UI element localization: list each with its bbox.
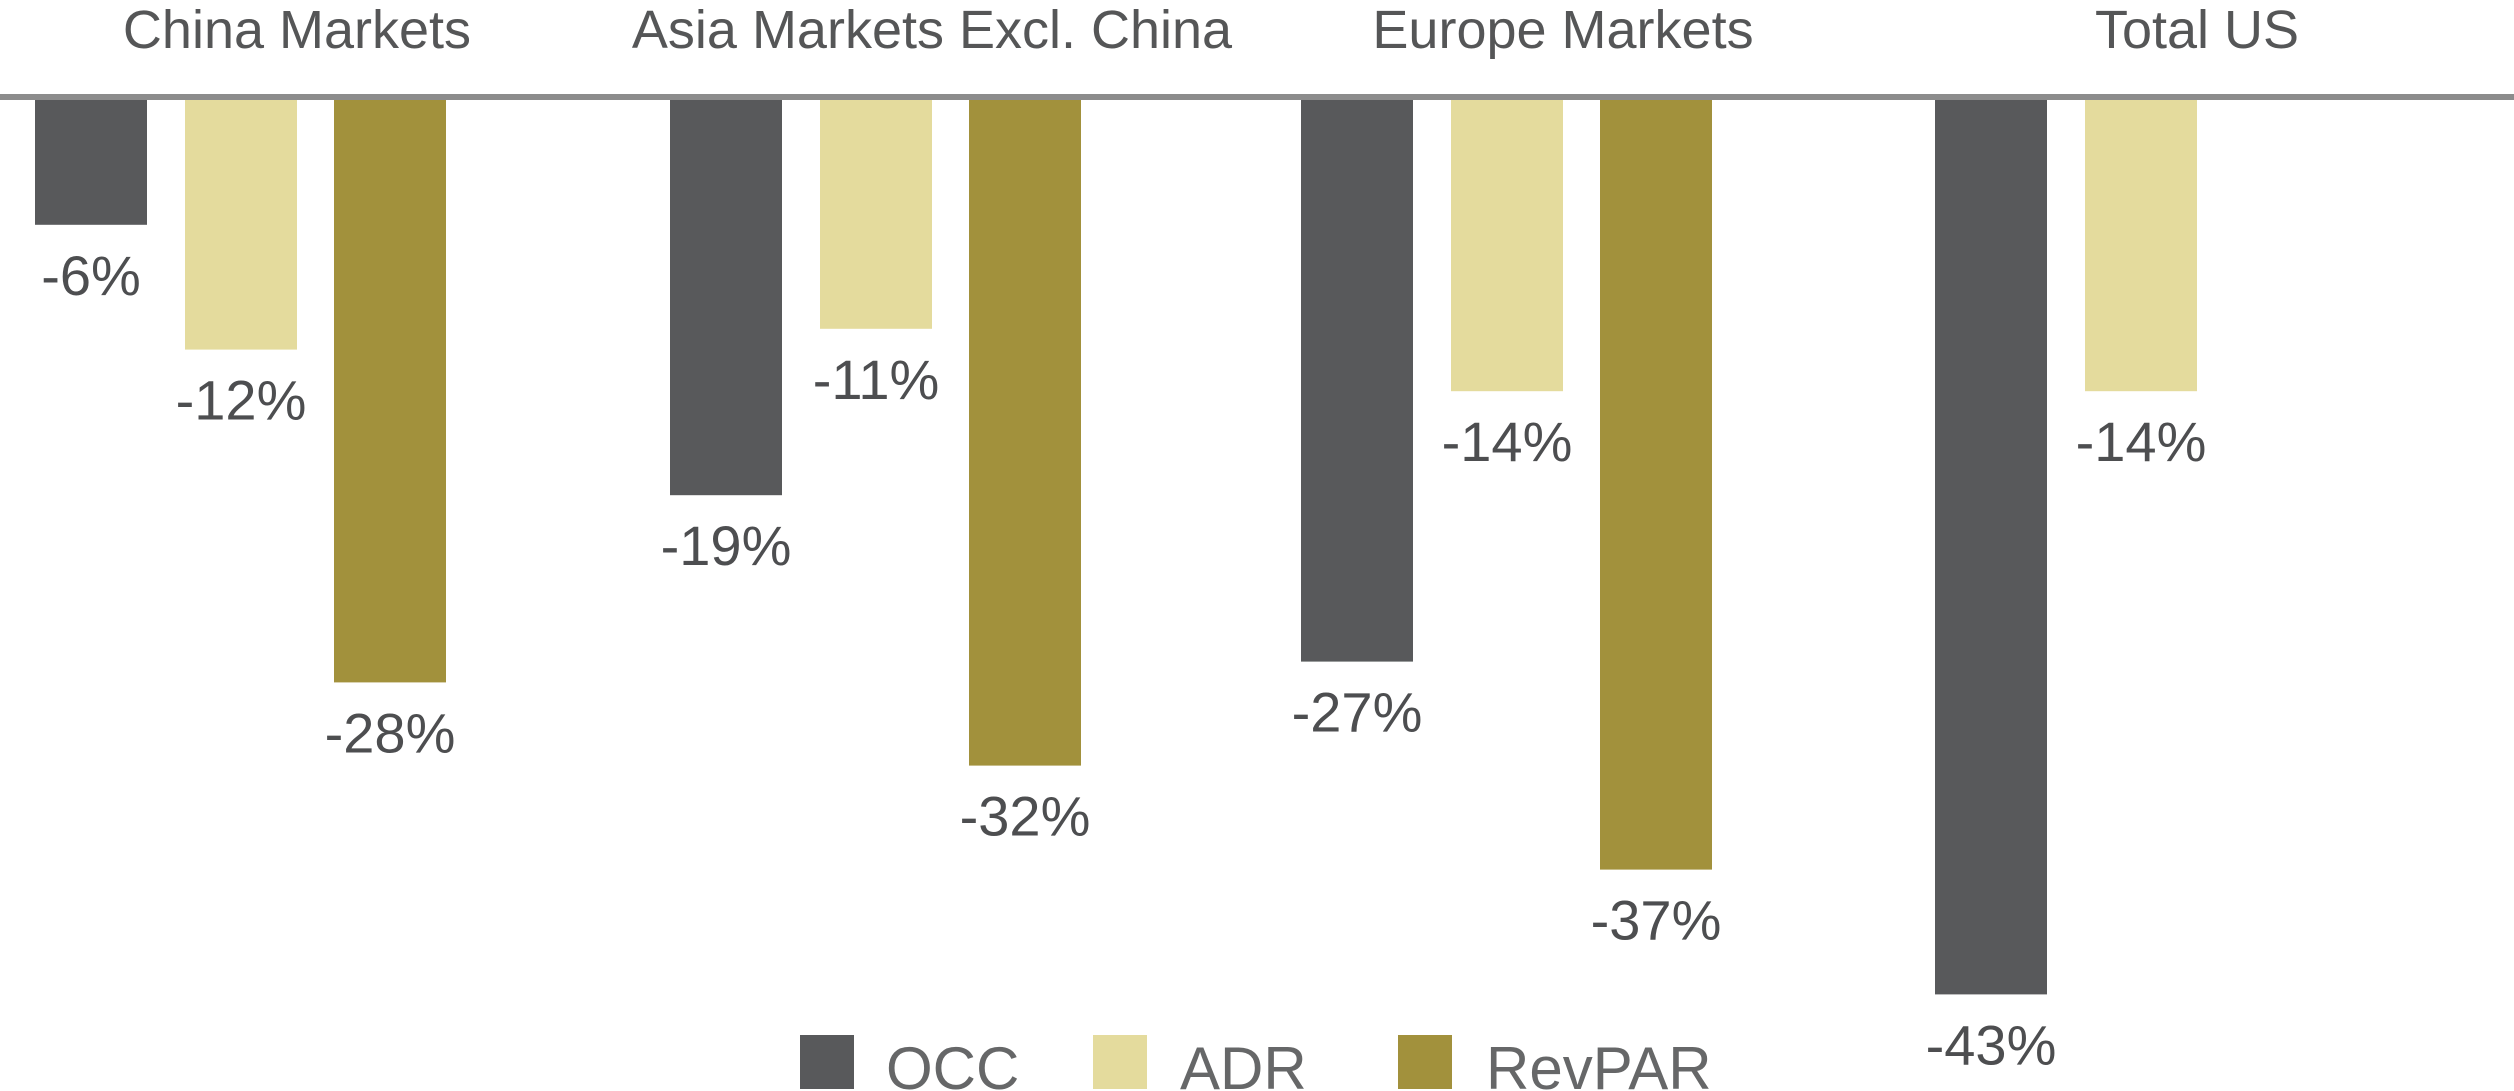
value-label-revpar-asia-markets-excl-china: -32% <box>960 785 1091 848</box>
bar-adr-total-us <box>2085 100 2197 392</box>
value-label-occ-china-markets: -6% <box>41 244 141 307</box>
value-label-revpar-europe-markets: -37% <box>1591 889 1722 952</box>
legend-label-occ: OCC <box>886 1035 1019 1091</box>
value-label-occ-europe-markets: -27% <box>1292 681 1423 744</box>
category-label-asia-markets-excl-china: Asia Markets Excl. China <box>632 0 1233 60</box>
value-label-occ-asia-markets-excl-china: -19% <box>661 514 792 577</box>
bar-occ-europe-markets <box>1301 100 1413 662</box>
value-label-adr-asia-markets-excl-china: -11% <box>813 348 940 411</box>
bar-revpar-europe-markets <box>1600 100 1712 870</box>
category-label-china-markets: China Markets <box>123 0 471 60</box>
legend-label-revpar: RevPAR <box>1486 1035 1712 1091</box>
bar-occ-asia-markets-excl-china <box>670 100 782 496</box>
value-label-revpar-china-markets: -28% <box>325 701 456 764</box>
bar-occ-total-us <box>1935 100 2047 995</box>
bar-revpar-china-markets <box>334 100 446 683</box>
bar-occ-china-markets <box>35 100 147 225</box>
value-label-adr-china-markets: -12% <box>176 369 307 432</box>
bar-adr-china-markets <box>185 100 297 350</box>
legend-swatch-adr <box>1093 1035 1147 1089</box>
legend-swatch-occ <box>800 1035 854 1089</box>
value-label-occ-total-us: -43% <box>1926 1013 2057 1076</box>
legend-label-adr: ADR <box>1180 1035 1307 1091</box>
category-label-europe-markets: Europe Markets <box>1372 0 1753 60</box>
category-labels: China Markets Asia Markets Excl. China E… <box>123 0 2299 60</box>
bar-adr-asia-markets-excl-china <box>820 100 932 329</box>
bar-adr-europe-markets <box>1451 100 1563 392</box>
category-label-total-us: Total US <box>2095 0 2299 60</box>
value-labels: -6% -19% -27% -43% -12% -11% -14% -14% -28% -32% -… <box>41 244 2206 1077</box>
bars <box>35 100 2197 995</box>
value-label-adr-total-us: -14% <box>2076 410 2207 473</box>
legend: OCC ADR RevPAR <box>800 1035 1712 1091</box>
legend-swatch-revpar <box>1398 1035 1452 1089</box>
value-label-adr-europe-markets: -14% <box>1442 410 1573 473</box>
bar-revpar-asia-markets-excl-china <box>969 100 1081 766</box>
